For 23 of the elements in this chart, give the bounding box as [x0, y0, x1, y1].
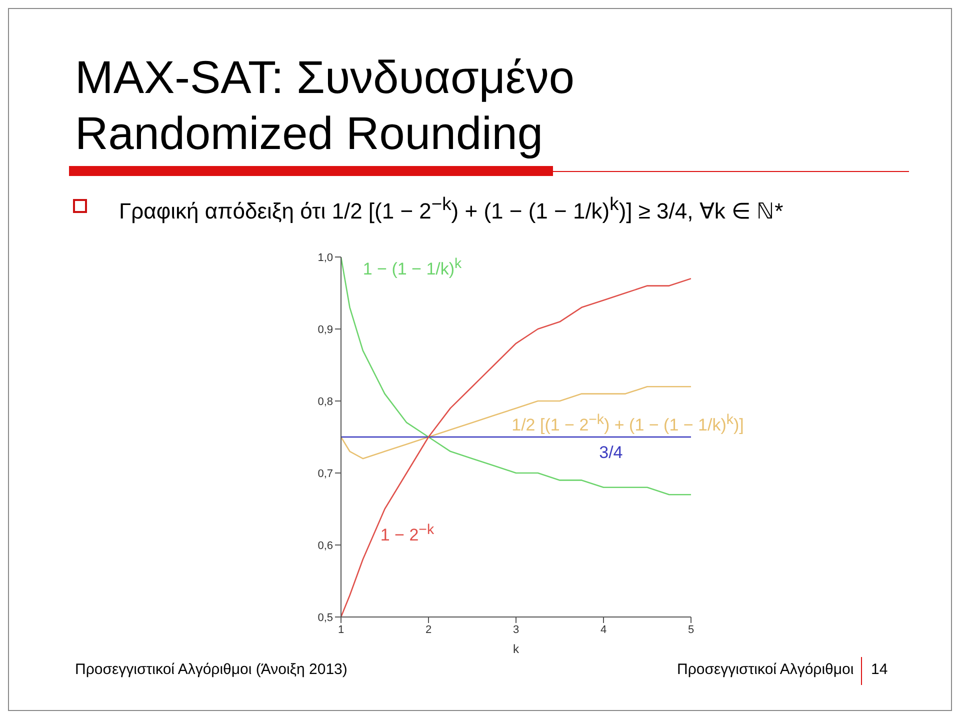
y-tick-label: 0,5 — [318, 612, 333, 624]
line-series — [341, 257, 691, 496]
text: Προσεγγιστικοί Αλγόριθμοι (Άνοιξη 2013) — [75, 661, 348, 678]
y-tick-label: 0,9 — [318, 324, 333, 336]
line-series — [341, 386, 691, 460]
series-label: 3/4 — [599, 443, 623, 463]
series-label: 1 − 2$^{−k}$ — [380, 522, 434, 546]
x-tick-label: 2 — [425, 624, 432, 636]
y-tick-label: 0,7 — [318, 468, 333, 480]
x-tick-label: 5 — [688, 624, 694, 636]
text: 14 — [871, 661, 888, 678]
series-label: 1 − (1 − 1/k)$^{k}$ — [362, 256, 462, 280]
chart-subtitle: Γραφική απόδειξη ότι 1/2 [(1 − 2$^{−k}$) + (1 − (1 − 1/k)$^{k}$)] ≥ 3/4, ∀k ∈ ℕ* — [119, 193, 784, 224]
y-tick-label: 1,0 — [318, 252, 333, 264]
y-tick-label: 0,8 — [318, 396, 333, 408]
x-tick-label: 3 — [512, 624, 520, 636]
chart-title: MAX-SAT: Συνδυασμένο Randomized Rounding — [75, 50, 576, 161]
x-tick-label: 4 — [600, 624, 607, 636]
x-axis-title: k — [513, 642, 520, 656]
y-tick-label: 0,6 — [318, 540, 333, 552]
text: Προσεγγιστικοί Αλγόριθμοι — [677, 661, 854, 678]
x-tick-label: 1 — [338, 624, 344, 636]
series-label: 1/2 [(1 − 2$^{−k}$) + (1 − (1 − 1/k)$^{k}$)] — [512, 412, 744, 436]
